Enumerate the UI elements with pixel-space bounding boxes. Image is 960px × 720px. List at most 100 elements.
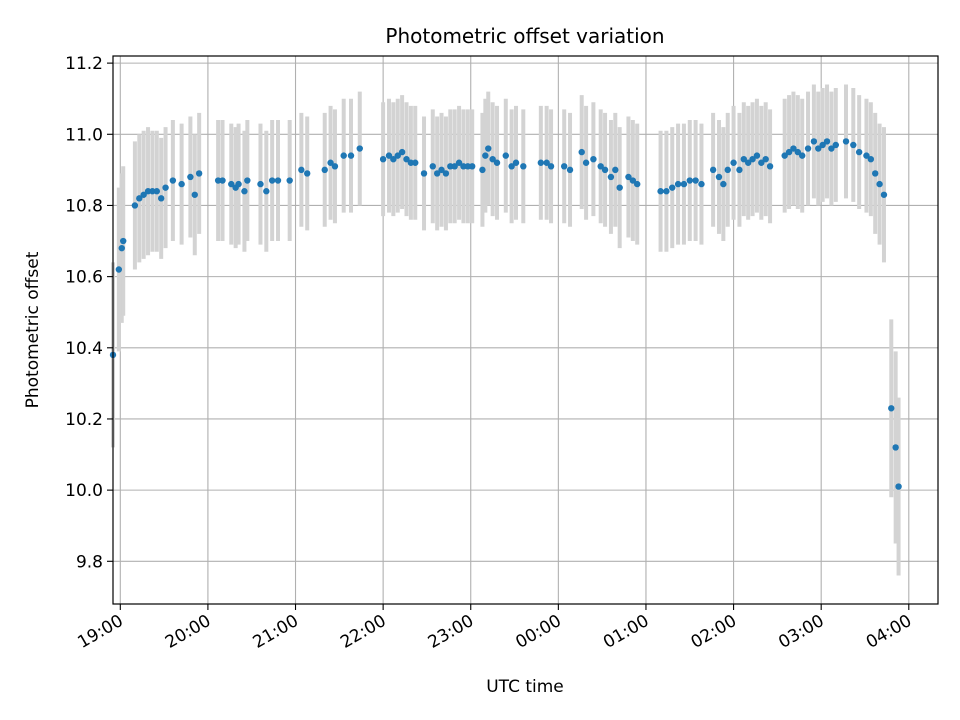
data-point	[850, 141, 857, 149]
data-point	[455, 159, 463, 166]
y-tick-label: 11.2	[65, 54, 103, 74]
data-point	[512, 159, 520, 166]
data-point	[286, 177, 293, 184]
data-point	[601, 166, 609, 174]
data-point	[489, 155, 496, 163]
data-point	[730, 159, 737, 166]
data-point	[537, 159, 545, 166]
data-point	[736, 166, 743, 174]
data-point	[442, 170, 450, 177]
data-point	[566, 166, 574, 174]
data-point	[612, 166, 619, 174]
data-point	[625, 173, 632, 181]
data-point	[235, 180, 242, 188]
data-point	[790, 145, 797, 152]
data-point	[740, 155, 747, 163]
data-point	[469, 163, 476, 170]
data-point	[274, 177, 282, 184]
data-point	[385, 152, 393, 159]
y-axis-label: Photometric offset	[23, 251, 43, 408]
data-point	[479, 166, 486, 174]
data-point	[855, 148, 863, 156]
data-point	[657, 188, 664, 195]
data-point	[162, 184, 169, 191]
data-point	[433, 170, 441, 177]
data-point	[597, 163, 604, 170]
y-tick-label: 9.8	[76, 552, 103, 572]
data-point	[407, 159, 415, 166]
data-point	[257, 180, 264, 188]
data-point	[762, 155, 769, 163]
data-point	[674, 180, 682, 188]
data-point	[781, 152, 788, 159]
data-point	[447, 163, 454, 170]
plot-frame	[112, 55, 939, 605]
data-point	[140, 191, 147, 198]
data-point	[482, 152, 489, 159]
data-point	[268, 177, 276, 184]
data-point	[191, 191, 198, 198]
data-point	[892, 444, 899, 451]
data-point	[810, 138, 818, 145]
data-point	[403, 155, 410, 163]
data-point	[228, 180, 235, 188]
y-tick-label: 10.0	[65, 481, 103, 501]
data-point	[749, 155, 756, 163]
data-point	[832, 141, 839, 149]
data-point	[485, 145, 492, 152]
data-point	[304, 170, 311, 177]
data-point	[118, 244, 125, 252]
y-tick-label: 10.6	[65, 268, 103, 288]
data-point	[607, 173, 615, 181]
data-point	[420, 170, 428, 177]
data-point	[412, 159, 419, 166]
data-point	[758, 159, 765, 166]
data-point	[744, 159, 752, 166]
data-point	[390, 155, 397, 163]
data-point	[880, 191, 888, 198]
data-point	[582, 159, 590, 166]
data-point	[398, 148, 406, 156]
y-tick-label: 10.2	[65, 410, 103, 430]
data-point	[876, 180, 883, 188]
data-point	[872, 170, 879, 177]
data-point	[715, 173, 723, 181]
data-points	[109, 138, 902, 490]
data-point	[842, 138, 850, 145]
data-point	[634, 180, 641, 188]
data-point	[493, 159, 501, 166]
data-point	[560, 163, 568, 170]
data-point	[502, 152, 509, 159]
data-point	[692, 177, 699, 184]
x-axis-label: UTC time	[486, 677, 564, 697]
data-point	[888, 405, 895, 412]
data-point	[178, 180, 185, 188]
data-point	[799, 152, 806, 159]
data-point	[356, 145, 363, 152]
y-tick-label: 11.0	[65, 125, 103, 145]
data-point	[347, 152, 355, 159]
data-point	[508, 163, 515, 170]
data-point	[321, 166, 328, 174]
data-point	[616, 184, 623, 191]
data-point	[136, 195, 143, 202]
data-point	[709, 166, 717, 174]
data-point	[451, 163, 458, 170]
data-point	[828, 145, 835, 152]
data-point	[629, 177, 637, 184]
data-point	[379, 155, 387, 163]
data-point	[120, 237, 127, 245]
data-point	[169, 177, 177, 184]
data-point	[680, 180, 688, 188]
data-point	[815, 145, 822, 152]
data-point	[578, 148, 585, 156]
data-point	[438, 166, 445, 174]
data-point	[543, 159, 550, 166]
data-point	[785, 148, 793, 156]
data-point	[590, 155, 597, 163]
y-tick-label: 10.8	[65, 196, 103, 216]
data-point	[149, 188, 156, 195]
data-point	[394, 152, 401, 159]
data-point	[663, 188, 670, 195]
